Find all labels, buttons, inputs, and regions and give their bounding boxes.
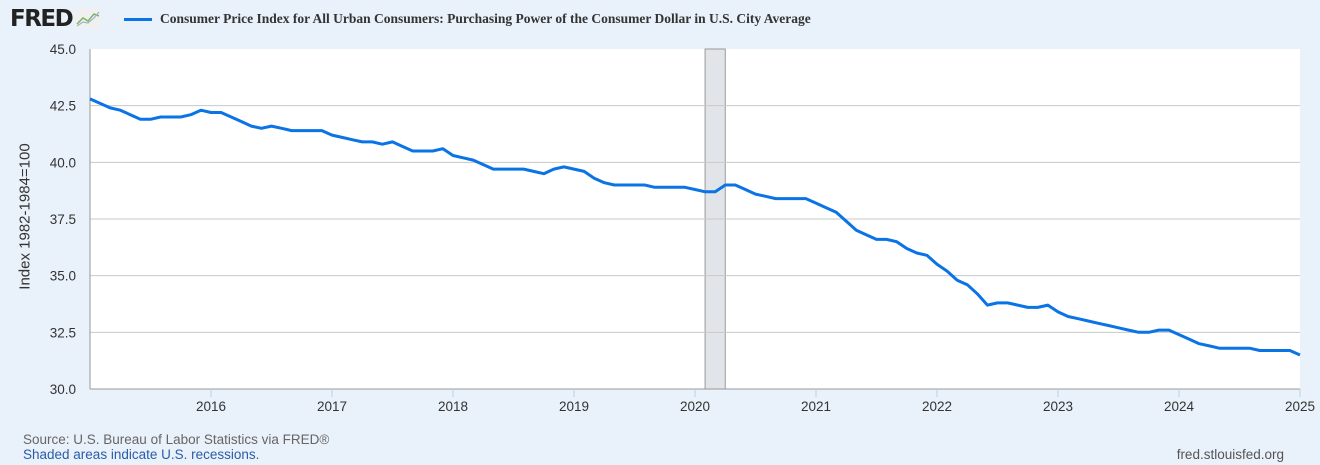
recession-note: Shaded areas indicate U.S. recessions. — [23, 447, 260, 462]
x-tick-label: 2017 — [317, 399, 347, 414]
x-tick-label: 2025 — [1285, 399, 1315, 414]
site-url[interactable]: fred.stlouisfed.org — [1176, 447, 1284, 462]
chart-legend: Consumer Price Index for All Urban Consu… — [124, 11, 811, 27]
x-tick-label: 2020 — [680, 399, 710, 414]
legend-series-title: Consumer Price Index for All Urban Consu… — [160, 11, 811, 26]
fred-logo[interactable]: FRED — [10, 6, 102, 32]
line-chart-icon — [75, 8, 102, 28]
source-note: Source: U.S. Bureau of Labor Statistics … — [23, 432, 330, 447]
x-tick-label: 2018 — [438, 399, 468, 414]
x-tick-label: 2024 — [1164, 399, 1195, 414]
y-tick-label: 45.0 — [50, 42, 76, 57]
x-tick-label: 2016 — [196, 399, 226, 414]
y-tick-label: 37.5 — [50, 212, 76, 227]
y-tick-label: 35.0 — [50, 269, 76, 284]
x-tick-label: 2022 — [922, 399, 952, 414]
y-tick-label: 32.5 — [50, 325, 76, 340]
legend-line-swatch — [124, 17, 152, 21]
y-tick-label: 40.0 — [50, 155, 76, 170]
x-tick-label: 2021 — [801, 399, 831, 414]
y-tick-label: 30.0 — [50, 382, 76, 397]
series-line — [89, 97, 1301, 357]
y-tick-label: 42.5 — [50, 99, 76, 114]
x-tick-label: 2019 — [559, 399, 589, 414]
x-tick-label: 2023 — [1043, 399, 1073, 414]
